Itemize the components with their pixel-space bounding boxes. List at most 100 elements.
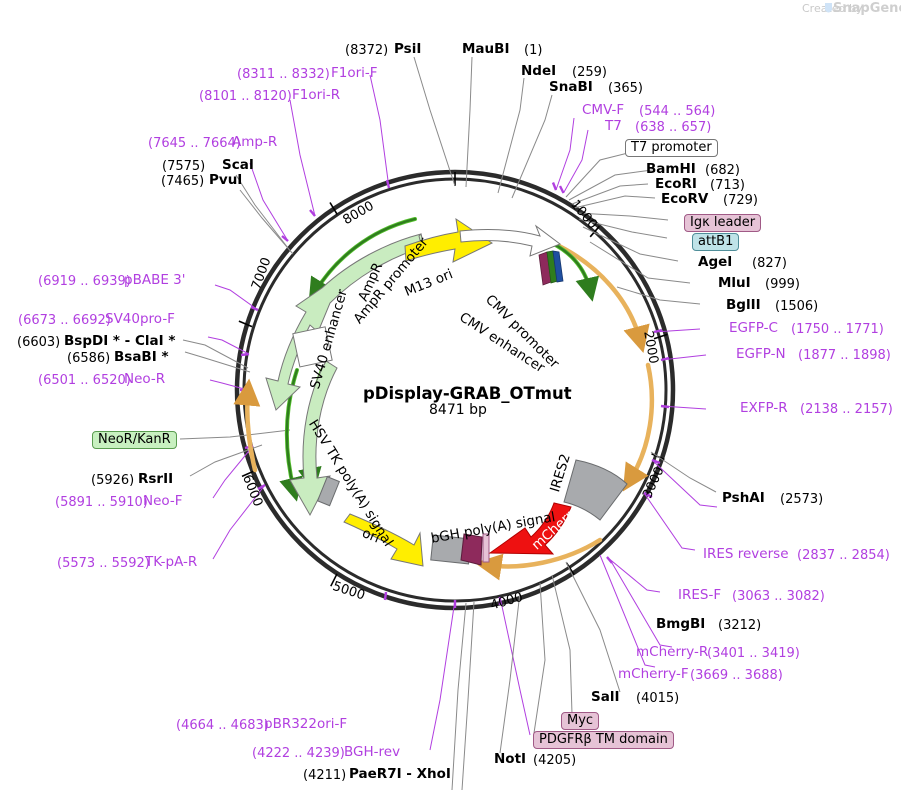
primer-bgh-rev[interactable]: BGH-rev xyxy=(344,744,401,760)
primer-sv40pro-f[interactable]: SV40pro-F xyxy=(105,311,175,327)
feature-mcherry xyxy=(488,502,572,555)
primer-pbr322ori-f[interactable]: pBR322ori-F xyxy=(264,716,348,732)
enzyme-snabi-pos: (365) xyxy=(608,81,643,96)
primer-neo-r-range: (6501 .. 6520) xyxy=(38,373,131,388)
enzyme-agei[interactable]: AgeI xyxy=(698,254,733,270)
enzyme-scai[interactable]: ScaI xyxy=(222,157,254,173)
primer-f1ori-r[interactable]: F1ori-R xyxy=(292,87,341,103)
watermark-brand: SnapGene xyxy=(833,1,901,16)
feature-cmv-enhancer xyxy=(459,224,562,257)
primer-mcherry-f-range: (3669 .. 3688) xyxy=(690,668,783,683)
enzyme-agei-pos: (827) xyxy=(752,256,787,271)
enzyme-bspdi-pos: (6603) xyxy=(17,335,61,350)
primer-mcherry-r[interactable]: mCherry-R xyxy=(636,644,709,660)
enzyme-bglii[interactable]: BglII xyxy=(726,297,761,313)
feature-cmv-promoter xyxy=(538,250,564,286)
primer-pbabe3-range: (6919 .. 6939) xyxy=(38,274,131,289)
enzyme-psii-pos: (8372) xyxy=(345,43,389,58)
primer-f1ori-r-range: (8101 .. 8120) xyxy=(199,89,292,104)
enzyme-pvui-pos: (7465) xyxy=(161,174,205,189)
primer-ires-f-range: (3063 .. 3082) xyxy=(732,589,825,604)
enzyme-ecori-pos: (713) xyxy=(710,178,745,193)
enzyme-maubi[interactable]: MauBI xyxy=(462,41,510,57)
enzyme-rsrii[interactable]: RsrII xyxy=(138,471,174,487)
plasmid-name: pDisplay-GRAB_OTmut xyxy=(363,384,572,403)
enzyme-paer7i-pos: (4211) xyxy=(303,768,347,783)
feature-hsvtk-polya xyxy=(316,476,341,507)
feature-label-neor-kanr[interactable]: NeoR/KanR xyxy=(92,431,177,449)
enzyme-pvui[interactable]: PvuI xyxy=(209,172,243,188)
feature-label-t7-promoter[interactable]: T7 promoter xyxy=(625,139,718,157)
primer-leader-lines xyxy=(207,74,718,751)
primer-exfp-r[interactable]: EXFP-R xyxy=(740,400,788,416)
primer-egfp-c[interactable]: EGFP-C xyxy=(729,320,778,336)
enzyme-pshai[interactable]: PshAI xyxy=(722,490,765,506)
primer-cmv-f-range: (544 .. 564) xyxy=(639,104,716,119)
primer-neo-f-range: (5891 .. 5910) xyxy=(55,495,148,510)
primer-f1ori-f[interactable]: F1ori-F xyxy=(331,65,378,81)
feature-label-attb1[interactable]: attB1 xyxy=(692,233,740,251)
primer-tk-pa-r-range: (5573 .. 5592) xyxy=(57,556,150,571)
primer-pbr322ori-f-range: (4664 .. 4683) xyxy=(176,718,269,733)
watermark-created-by: Created by xyxy=(802,2,863,15)
snapgene-logo-icon xyxy=(825,3,832,13)
feature-sv40-enhancer xyxy=(289,360,338,517)
enzyme-bsabi-pos: (6586) xyxy=(67,351,111,366)
enzyme-bamhi[interactable]: BamHI xyxy=(646,161,696,177)
plasmid-size: 8471 bp xyxy=(429,402,487,418)
enzyme-snabi[interactable]: SnaBI xyxy=(549,79,593,95)
primer-egfp-n[interactable]: EGFP-N xyxy=(736,346,786,362)
primer-mcherry-f[interactable]: mCherry-F xyxy=(618,666,689,682)
primer-ires-f[interactable]: IRES-F xyxy=(678,587,722,603)
primer-exfp-r-range: (2138 .. 2157) xyxy=(800,402,893,417)
primer-neo-f[interactable]: Neo-F xyxy=(143,493,183,509)
primer-ires-reverse-range: (2837 .. 2854) xyxy=(797,548,890,563)
primer-f1ori-f-range: (8311 .. 8332) xyxy=(237,67,330,82)
enzyme-ndei[interactable]: NdeI xyxy=(521,63,557,79)
feature-label-igk-leader[interactable]: Igκ leader xyxy=(684,214,762,232)
enzyme-scai-pos: (7575) xyxy=(162,159,206,174)
feature-ampr-promoter-box xyxy=(292,326,333,368)
enzyme-bmgbi[interactable]: BmgBI xyxy=(656,616,706,632)
enzyme-ecorv[interactable]: EcoRV xyxy=(661,191,709,207)
enzyme-sali[interactable]: SalI xyxy=(591,689,620,705)
enzyme-ecorv-pos: (729) xyxy=(723,193,758,208)
primer-t7[interactable]: T7 xyxy=(605,118,622,134)
enzyme-ecori[interactable]: EcoRI xyxy=(655,176,697,192)
primer-pbabe3[interactable]: pBABE 3' xyxy=(124,272,186,288)
feature-ires2 xyxy=(563,459,628,521)
enzyme-paer7i-xhoi[interactable]: PaeR7I - XhoI xyxy=(349,766,451,782)
enzyme-noti-pos: (4205) xyxy=(533,753,577,768)
primer-egfp-c-range: (1750 .. 1771) xyxy=(791,322,884,337)
enzyme-bmgbi-pos: (3212) xyxy=(718,618,762,633)
primer-neo-r[interactable]: Neo-R xyxy=(124,371,166,387)
feature-pdgfr-tm xyxy=(482,533,490,563)
enzyme-leader-lines xyxy=(179,56,717,791)
enzyme-mlui[interactable]: MluI xyxy=(718,275,751,291)
enzyme-psii[interactable]: PsiI xyxy=(394,41,422,57)
enzyme-mlui-pos: (999) xyxy=(765,277,800,292)
enzyme-bglii-pos: (1506) xyxy=(775,299,819,314)
enzyme-bamhi-pos: (682) xyxy=(705,163,740,178)
primer-tk-pa-r[interactable]: TK-pA-R xyxy=(145,554,198,570)
primer-ires-reverse[interactable]: IRES reverse xyxy=(703,546,789,562)
feature-label-myc[interactable]: Myc xyxy=(561,712,600,730)
primer-amp-r[interactable]: Amp-R xyxy=(232,134,278,150)
enzyme-sali-pos: (4015) xyxy=(636,691,680,706)
feature-myc xyxy=(460,533,483,566)
enzyme-bspdi-clai[interactable]: BspDI * - ClaI * xyxy=(64,333,176,349)
primer-mcherry-r-range: (3401 .. 3419) xyxy=(707,646,800,661)
enzyme-pshai-pos: (2573) xyxy=(780,492,824,507)
feature-label-pdgfrb-tm[interactable]: PDGFRβ TM domain xyxy=(533,731,674,749)
enzyme-rsrii-pos: (5926) xyxy=(91,473,135,488)
enzyme-noti[interactable]: NotI xyxy=(494,751,527,767)
primer-cmv-f[interactable]: CMV-F xyxy=(582,102,625,118)
primer-sv40pro-f-range: (6673 .. 6692) xyxy=(18,313,111,328)
enzyme-maubi-pos: (1) xyxy=(524,43,543,58)
primer-bgh-rev-range: (4222 .. 4239) xyxy=(252,746,345,761)
enzyme-ndei-pos: (259) xyxy=(572,65,607,80)
enzyme-bsabi[interactable]: BsaBI * xyxy=(114,349,169,365)
primer-egfp-n-range: (1877 .. 1898) xyxy=(798,348,891,363)
